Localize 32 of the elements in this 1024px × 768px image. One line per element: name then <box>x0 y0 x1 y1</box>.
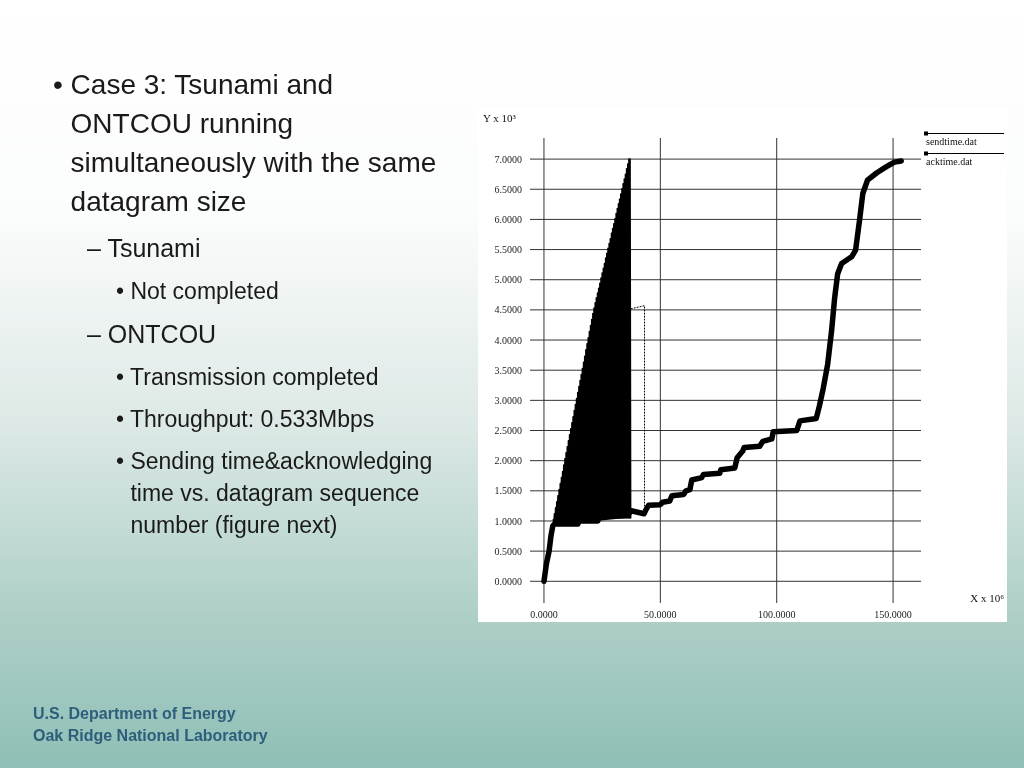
legend-label: sendtime.dat <box>926 136 978 147</box>
x-axis-title: X x 10⁶ <box>970 592 1004 604</box>
y-tick-label: 4.5000 <box>494 304 522 316</box>
y-tick-label: 5.5000 <box>494 244 522 256</box>
y-tick-label: 3.5000 <box>494 364 522 376</box>
text: U.S. Department of Energy <box>33 705 236 722</box>
y-tick-label: 4.0000 <box>494 334 522 346</box>
y-tick-label: 0.0000 <box>494 575 522 587</box>
y-axis-title: Y x 10³ <box>483 112 516 124</box>
text: • Sending time&acknowledging time vs. datagram sequence number (figure next) <box>116 448 433 538</box>
text: • Transmission completed <box>116 364 379 390</box>
x-tick-label: 0.0000 <box>530 609 558 621</box>
x-tick-label: 100.0000 <box>757 609 796 621</box>
text: – ONTCOU <box>87 320 217 348</box>
legend-label: acktime.dat <box>926 156 974 167</box>
text: – Tsunami <box>87 234 201 262</box>
y-tick-label: 6.5000 <box>494 183 522 195</box>
y-tick-label: 2.5000 <box>494 425 522 437</box>
text: • Case 3: Tsunami and ONTCOU running simultaneously with the same datagram size <box>53 69 437 217</box>
x-tick-label: 50.0000 <box>644 609 677 621</box>
text: • Throughput: 0.533Mbps <box>116 406 375 432</box>
y-tick-label: 6.0000 <box>494 213 522 225</box>
y-tick-label: 0.5000 <box>494 545 522 557</box>
y-tick-label: 1.5000 <box>494 485 522 497</box>
y-tick-label: 7.0000 <box>494 153 522 165</box>
y-tick-label: 5.0000 <box>494 274 522 286</box>
text: Oak Ridge National Laboratory <box>33 727 268 744</box>
x-tick-label: 150.0000 <box>874 609 912 621</box>
y-tick-label: 1.0000 <box>494 515 522 527</box>
text: • Not completed <box>116 278 279 304</box>
y-tick-label: 3.0000 <box>494 394 522 406</box>
y-tick-label: 2.0000 <box>494 455 522 467</box>
